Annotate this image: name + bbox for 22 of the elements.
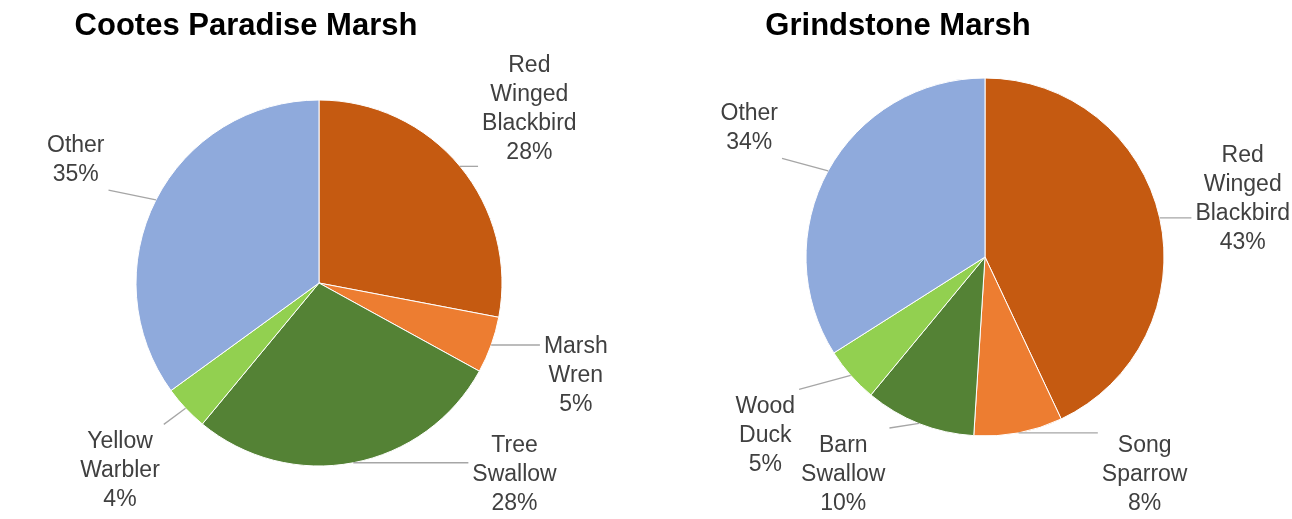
slice-label: Wood Duck [735, 391, 796, 447]
data-label: 4% [103, 484, 137, 511]
data-label: 5% [559, 390, 593, 417]
slice-label: Marsh Wren [543, 332, 608, 388]
slice-label: Barn Swallow [801, 430, 886, 486]
slice-label: Red Winged Blackbird [482, 51, 577, 136]
data-label: 34% [726, 127, 773, 154]
data-label: 35% [52, 159, 99, 186]
slice-label: Tree Swallow [472, 430, 558, 486]
chart-title: Grindstone Marsh [765, 7, 1031, 42]
slice-label: Yellow Warbler [80, 426, 161, 482]
data-label: 10% [820, 488, 867, 515]
data-label: 8% [1128, 488, 1162, 515]
data-label: 5% [748, 449, 782, 476]
data-label: 28% [491, 488, 538, 515]
chart-title: Cootes Paradise Marsh [74, 7, 418, 42]
slice-label: Song Sparrow [1101, 430, 1188, 486]
data-label: 43% [1219, 227, 1266, 254]
data-label: 28% [506, 138, 553, 165]
slice-label: Red Winged Blackbird [1195, 140, 1291, 225]
slice-label: Other [720, 98, 779, 125]
slice-label: Other [46, 130, 105, 157]
